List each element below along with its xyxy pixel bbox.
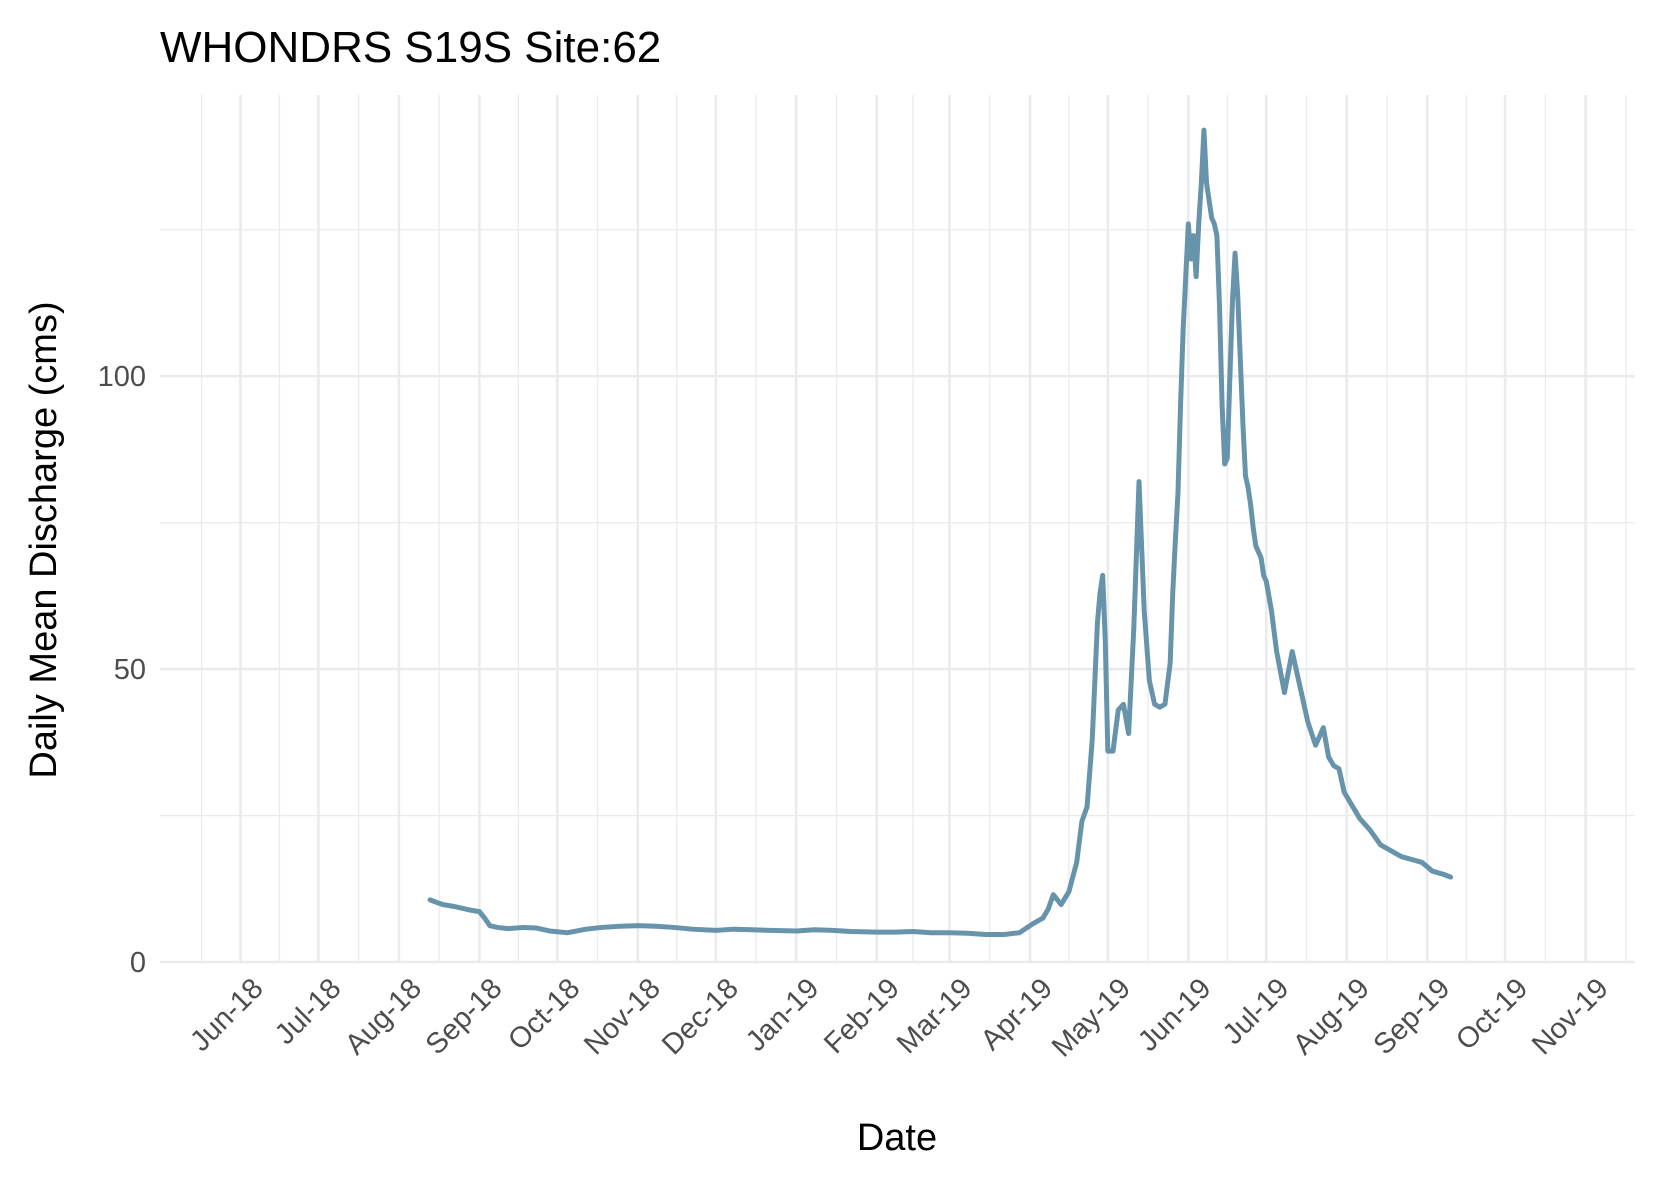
grid [160,95,1635,964]
x-tick-labels: Jun-18 Jul-18Aug-18Sep-18Oct-18Nov-18Dec-… [184,972,1614,1063]
x-tick-label: Jan-19 [740,972,825,1057]
x-tick-label: Jul-18 [269,972,347,1050]
x-tick-label: Jun-19 [1132,972,1217,1057]
x-tick-label: Nov-18 [578,972,667,1061]
y-tick-label: 0 [130,947,146,979]
x-tick-label: Oct-18 [502,972,586,1056]
x-tick-label: Jun-18 [184,972,269,1057]
x-tick-label: Aug-19 [1287,972,1376,1061]
chart-title: WHONDRS S19S Site:62 [160,23,661,72]
x-tick-label: Aug-18 [339,972,428,1061]
y-axis-label: Daily Mean Discharge (cms) [23,301,65,778]
x-tick-label: Sep-19 [1368,972,1457,1061]
x-tick-label: Feb-19 [818,972,906,1060]
y-tick-labels: 0 50 100 [98,361,146,979]
y-tick-label: 50 [114,654,146,686]
x-tick-label: Dec-18 [656,972,745,1061]
x-tick-label: Oct-19 [1450,972,1534,1056]
discharge-series-line [427,127,1454,937]
y-tick-label: 100 [98,361,146,393]
x-axis-label: Date [857,1117,937,1159]
series-layer [427,127,1454,937]
x-tick-label: Nov-19 [1526,972,1615,1061]
x-tick-label: Mar-19 [891,972,979,1060]
x-tick-label: Apr-19 [975,972,1059,1056]
x-tick-label: Sep-18 [420,972,509,1061]
x-tick-label: May-19 [1046,972,1137,1063]
x-tick-label: Jul-19 [1217,972,1295,1050]
